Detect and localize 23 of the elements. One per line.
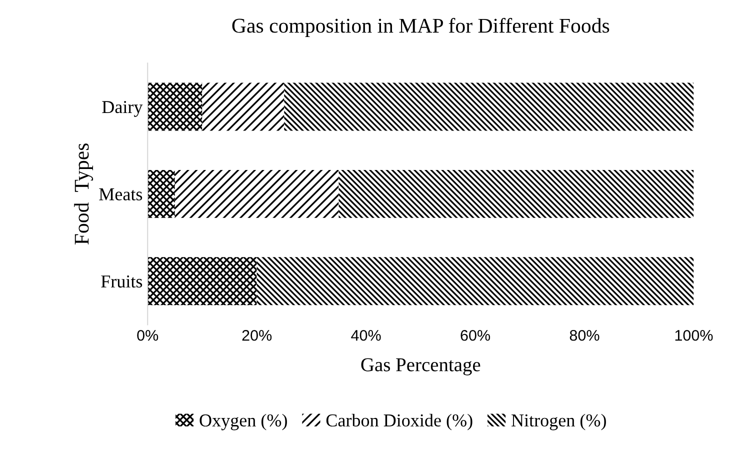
legend-label: Nitrogen (%) — [512, 414, 606, 430]
x-tick-label: 80% — [570, 330, 600, 341]
x-tick-label: 60% — [460, 330, 490, 341]
bar — [202, 82, 284, 131]
x-tick-label: 20% — [242, 330, 272, 341]
x-axis-title: Gas Percentage — [361, 358, 480, 376]
bar — [284, 82, 694, 131]
bar — [338, 170, 694, 218]
y-axis-title: Food Types — [74, 144, 94, 245]
bar — [148, 82, 202, 131]
bar — [256, 257, 694, 306]
bar — [148, 170, 175, 218]
bar — [148, 257, 257, 306]
chart-title: Gas composition in MAP for Different Foods — [232, 18, 610, 38]
legend-label: Oxygen (%) — [200, 414, 287, 430]
y-tick-label: Fruits — [101, 275, 142, 288]
y-tick-label: Meats — [99, 188, 142, 200]
x-tick-label: 40% — [351, 330, 381, 341]
legend-label: Carbon Dioxide (%) — [326, 414, 472, 430]
x-tick-label: 100% — [675, 330, 713, 341]
bar — [174, 170, 339, 218]
x-tick-label: 0% — [137, 330, 158, 341]
y-tick-label: Dairy — [102, 101, 143, 117]
